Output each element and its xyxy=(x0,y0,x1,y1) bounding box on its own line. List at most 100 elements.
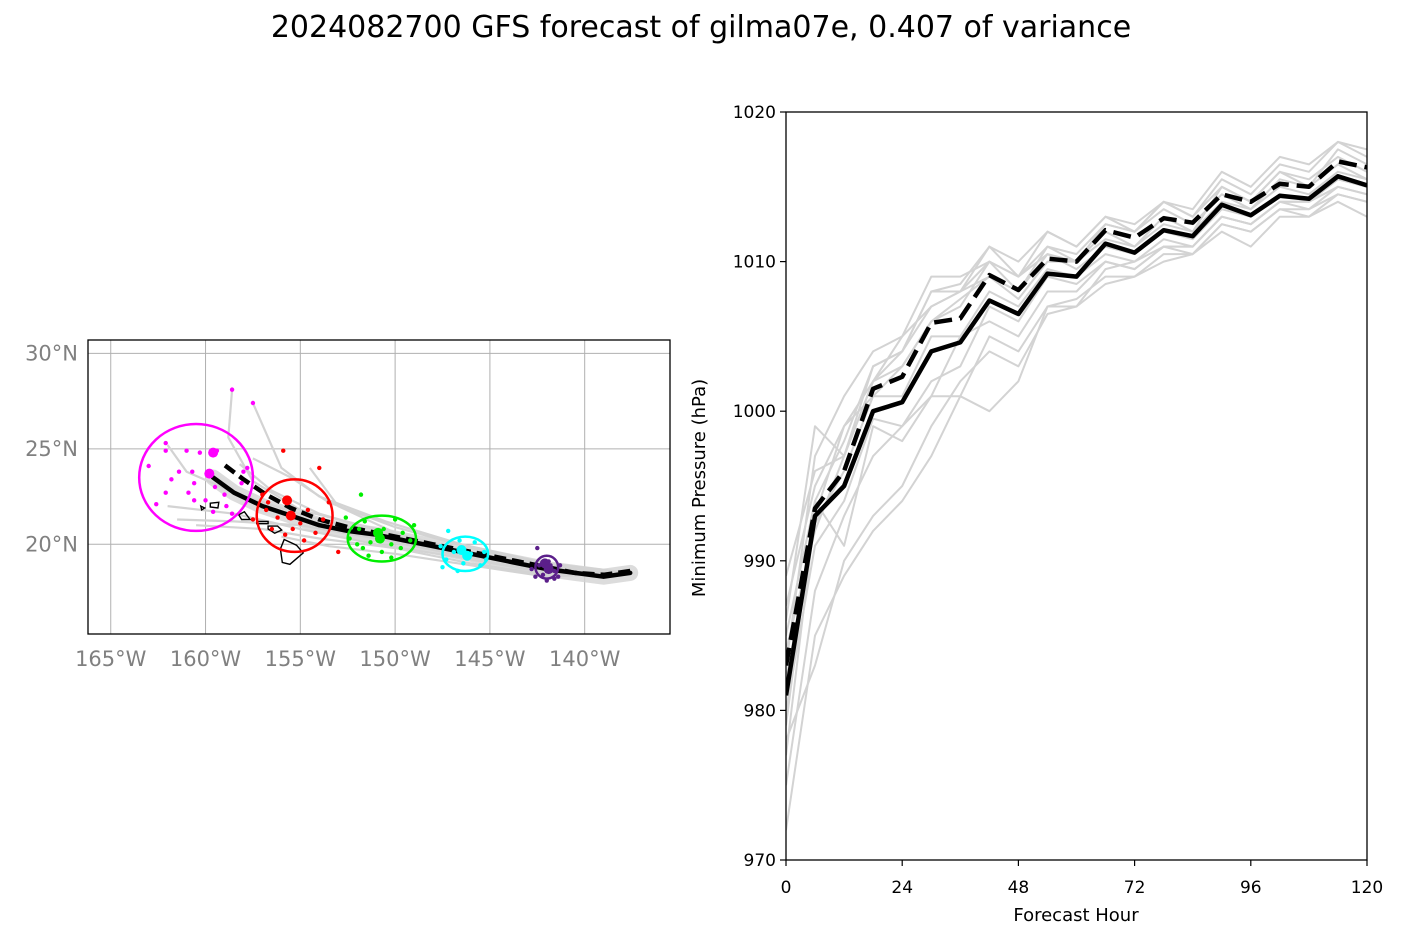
mean-track-dashed xyxy=(219,460,631,578)
y-tick-label: 970 xyxy=(744,851,776,871)
member-position-dot xyxy=(343,515,349,520)
member-position-dot xyxy=(191,498,197,503)
pressure-x-ticks: 0 24 48 72 96 120 xyxy=(781,860,1383,898)
member-pressure-line xyxy=(786,140,1367,577)
member-position-dot xyxy=(320,517,326,522)
y-tick-label: 1010 xyxy=(733,253,776,273)
member-position-dot xyxy=(411,522,417,528)
latitude-label: 20°N xyxy=(25,532,78,556)
mean-position-marker xyxy=(204,468,215,479)
member-position-dot xyxy=(250,400,256,406)
member-position-dot xyxy=(472,540,477,545)
mean-position-marker xyxy=(208,447,219,458)
member-position-dot xyxy=(186,490,191,495)
map-longitude-labels: 165°W 160°W 155°W 150°W 145°W 140°W xyxy=(75,647,621,671)
member-position-dot xyxy=(163,490,168,495)
mean-pressure-solid xyxy=(786,174,1367,696)
member-position-dot xyxy=(229,387,235,392)
coastline-oahu xyxy=(237,510,252,521)
member-position-dot xyxy=(146,463,151,469)
member-position-dot xyxy=(203,498,208,503)
member-position-dot xyxy=(389,555,394,560)
member-position-dot xyxy=(482,549,487,555)
member-pressure-line xyxy=(786,193,1367,831)
member-position-dot xyxy=(392,517,398,522)
member-position-dot xyxy=(445,528,451,534)
member-position-dot xyxy=(197,450,203,455)
member-position-dot xyxy=(239,480,244,486)
member-position-dot xyxy=(358,492,364,497)
member-position-dot xyxy=(212,484,218,490)
y-tick-label: 990 xyxy=(744,552,776,572)
member-position-dot xyxy=(275,515,280,520)
member-position-dot xyxy=(245,465,250,471)
member-position-dot xyxy=(438,543,443,549)
member-position-dot xyxy=(210,509,216,515)
latitude-label: 30°N xyxy=(25,341,78,365)
member-position-dot xyxy=(224,503,229,509)
longitude-label: 160°W xyxy=(170,647,242,671)
map-latitude-labels: 20°N 25°N 30°N xyxy=(25,341,78,556)
member-position-dot xyxy=(444,557,449,562)
member-position-dot xyxy=(544,578,549,583)
y-axis-label: Minimum Pressure (hPa) xyxy=(689,379,710,597)
member-position-dot xyxy=(250,517,256,522)
x-tick-label: 72 xyxy=(1124,878,1146,898)
uncertainty-ellipse xyxy=(441,535,490,573)
y-tick-label: 1000 xyxy=(733,402,776,422)
member-pressure-line xyxy=(786,170,1367,636)
member-position-dot xyxy=(176,469,182,474)
member-position-dot xyxy=(389,542,394,547)
pressure-chart-frame xyxy=(785,111,1368,861)
member-position-dot xyxy=(440,564,445,570)
member-position-dot xyxy=(241,469,246,474)
member-position-dot xyxy=(326,500,331,505)
member-position-dot xyxy=(264,507,269,513)
member-position-dot xyxy=(408,538,413,543)
member-position-dot xyxy=(282,532,288,537)
member-position-dot xyxy=(483,557,489,562)
member-position-dot xyxy=(163,440,168,446)
coastline-maui xyxy=(267,525,283,534)
map-grid xyxy=(88,340,670,634)
member-position-dot xyxy=(154,501,159,507)
member-pressure-line xyxy=(786,178,1367,741)
member-pressure-line xyxy=(786,155,1367,666)
track-map-panel: 165°W 160°W 155°W 150°W 145°W 140°W 20°N 25°N 3… xyxy=(25,339,671,671)
member-position-dot xyxy=(398,545,404,551)
longitude-label: 145°W xyxy=(454,647,526,671)
member-position-dot xyxy=(260,492,265,497)
member-position-dot xyxy=(290,526,295,532)
pressure-y-ticks: 970 980 990 1000 1010 1020 xyxy=(733,103,786,871)
member-position-dot xyxy=(535,545,540,551)
mean-tracks xyxy=(210,460,633,579)
member-position-dot xyxy=(455,568,460,574)
member-position-dot xyxy=(163,448,168,453)
member-position-dot xyxy=(533,574,538,579)
latitude-label: 25°N xyxy=(25,437,78,461)
mean-position-marker xyxy=(462,550,473,561)
mean-position-marker xyxy=(285,510,296,521)
member-position-dot xyxy=(336,549,341,555)
longitude-label: 140°W xyxy=(549,647,621,671)
member-position-dot xyxy=(381,526,386,532)
member-position-dot xyxy=(191,480,197,486)
x-tick-label: 0 xyxy=(781,878,792,898)
member-position-dot xyxy=(356,526,362,532)
member-position-dot xyxy=(555,574,561,579)
coastline-niihau xyxy=(199,504,207,512)
member-position-dot xyxy=(540,572,546,578)
member-position-dot xyxy=(184,448,189,453)
member-position-dot xyxy=(478,563,483,568)
member-position-dot xyxy=(366,553,371,558)
member-position-dot xyxy=(229,511,235,516)
mean-position-marker xyxy=(543,564,554,575)
mean-position-marker xyxy=(374,533,385,544)
member-position-dot xyxy=(552,576,557,581)
uncertainty-ellipse xyxy=(137,422,255,533)
member-position-dot xyxy=(347,536,352,541)
x-axis-label: Forecast Hour xyxy=(1013,905,1139,926)
member-position-dot xyxy=(222,492,227,497)
longitude-label: 150°W xyxy=(359,647,431,671)
mean-track-solid xyxy=(210,475,633,579)
